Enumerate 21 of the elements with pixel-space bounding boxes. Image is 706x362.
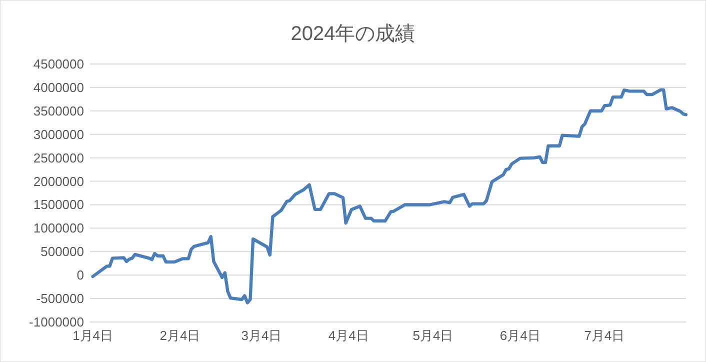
y-tick-label: 3500000: [33, 103, 84, 118]
y-tick-label: 2000000: [33, 174, 84, 189]
x-tick-label: 1月4日: [72, 328, 114, 343]
y-tick-label: -500000: [36, 291, 84, 306]
y-tick-label: 0: [76, 268, 84, 283]
y-tick-label: 1000000: [33, 220, 84, 236]
x-tick-label: 2月4日: [160, 328, 200, 343]
line-series: [91, 88, 688, 304]
y-tick-label: 4000000: [33, 80, 84, 95]
y-tick-label: 1500000: [33, 197, 84, 212]
x-tick-label: 7月4日: [584, 328, 625, 343]
y-tick-label: 500000: [40, 244, 84, 260]
y-tick-label: -1000000: [29, 314, 84, 330]
y-tick-label: 2500000: [33, 150, 84, 166]
x-tick-label: 3月4日: [241, 328, 282, 343]
y-tick-label: 4500000: [33, 56, 84, 72]
x-tick-label: 5月4日: [412, 328, 454, 343]
y-tick-label: 3000000: [33, 126, 84, 142]
x-tick-label: 4月4日: [328, 328, 369, 343]
chart-title: 2024年の成績: [290, 23, 416, 45]
x-tick-label: 6月4日: [500, 328, 540, 343]
